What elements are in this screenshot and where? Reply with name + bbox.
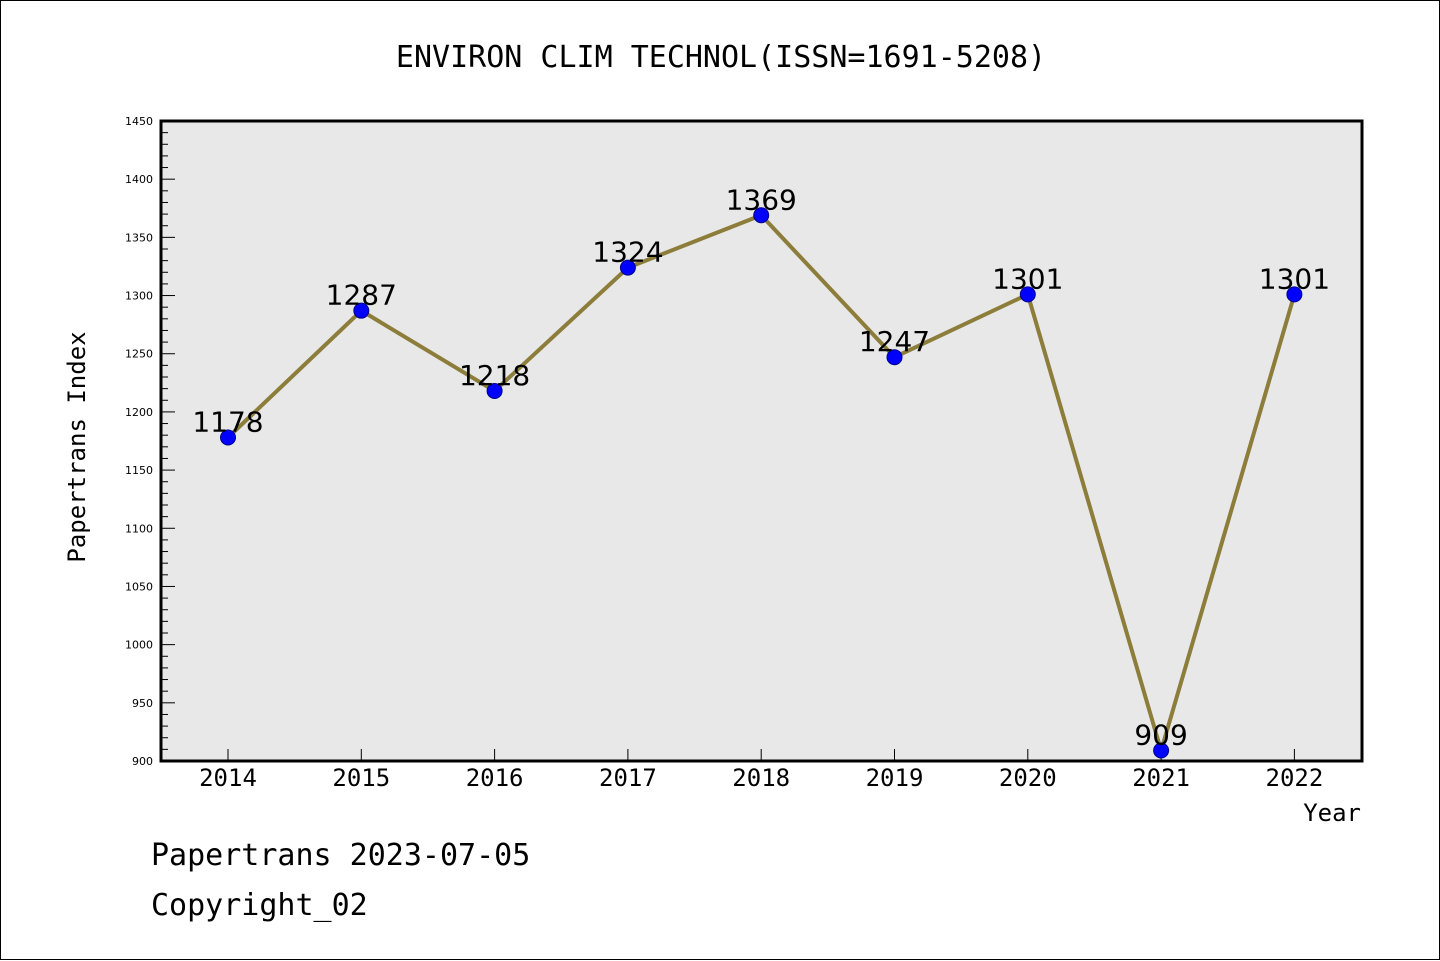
- plot-area: [159, 119, 1364, 763]
- data-label: 1287: [326, 279, 397, 312]
- x-tick-label: 2015: [332, 764, 390, 792]
- x-tick-label: 2020: [999, 764, 1057, 792]
- y-tick-label: 1150: [125, 464, 153, 477]
- y-tick-label: 1300: [125, 290, 153, 303]
- data-label: 1178: [192, 406, 263, 439]
- y-tick-label: 1400: [125, 173, 153, 186]
- data-point: [220, 429, 236, 446]
- x-tick-label: 2014: [199, 764, 257, 792]
- y-tick-label: 900: [132, 755, 153, 768]
- x-tick-label: 2016: [466, 764, 524, 792]
- data-label: 1324: [592, 236, 663, 269]
- x-tick-label: 2018: [732, 764, 790, 792]
- data-label: 1247: [859, 325, 930, 358]
- y-tick-label: 950: [132, 697, 153, 710]
- footer-source: Papertrans 2023-07-05: [151, 838, 530, 873]
- x-tick-label: 2021: [1132, 764, 1190, 792]
- y-tick-label: 1200: [125, 406, 153, 419]
- data-point: [1286, 286, 1303, 303]
- series-line-group: 1178 1287 1218 1324 1369 1247 1301 909 1301: [192, 183, 1330, 759]
- y-tick-label: 1250: [125, 348, 153, 361]
- data-point: [619, 259, 636, 276]
- data-label: 1301: [1259, 262, 1330, 295]
- y-tick-label: 1000: [125, 639, 153, 652]
- data-point: [353, 302, 370, 319]
- x-axis-label: Year: [1303, 799, 1361, 827]
- x-axis: 2014 2015 2016 2017 2018 2019 2020 2021 2022: [199, 749, 1323, 792]
- data-label: 1369: [726, 183, 797, 216]
- y-tick-label: 1100: [125, 522, 153, 535]
- data-point: [486, 382, 503, 399]
- y-tick-label: 1350: [125, 231, 153, 244]
- x-tick-label: 2019: [866, 764, 924, 792]
- chart-title: ENVIRON CLIM TECHNOL(ISSN=1691-5208): [396, 40, 1046, 75]
- data-label: 1218: [459, 359, 530, 392]
- x-tick-label: 2017: [599, 764, 657, 792]
- data-point: [753, 207, 770, 224]
- footer-copyright: Copyright_02: [151, 888, 368, 923]
- y-tick-label: 1450: [125, 115, 153, 128]
- y-axis: 900 950 1000 1050 1100 1150 1200 1250 1300 1350 14…: [125, 115, 175, 768]
- data-point: [886, 349, 903, 366]
- data-label: 909: [1134, 719, 1187, 752]
- data-label: 1301: [992, 262, 1063, 295]
- data-point: [1153, 742, 1170, 759]
- x-tick-label: 2022: [1266, 764, 1324, 792]
- data-point: [1019, 286, 1036, 303]
- y-axis-label: Papertrans Index: [63, 331, 91, 562]
- y-tick-label: 1050: [125, 580, 153, 593]
